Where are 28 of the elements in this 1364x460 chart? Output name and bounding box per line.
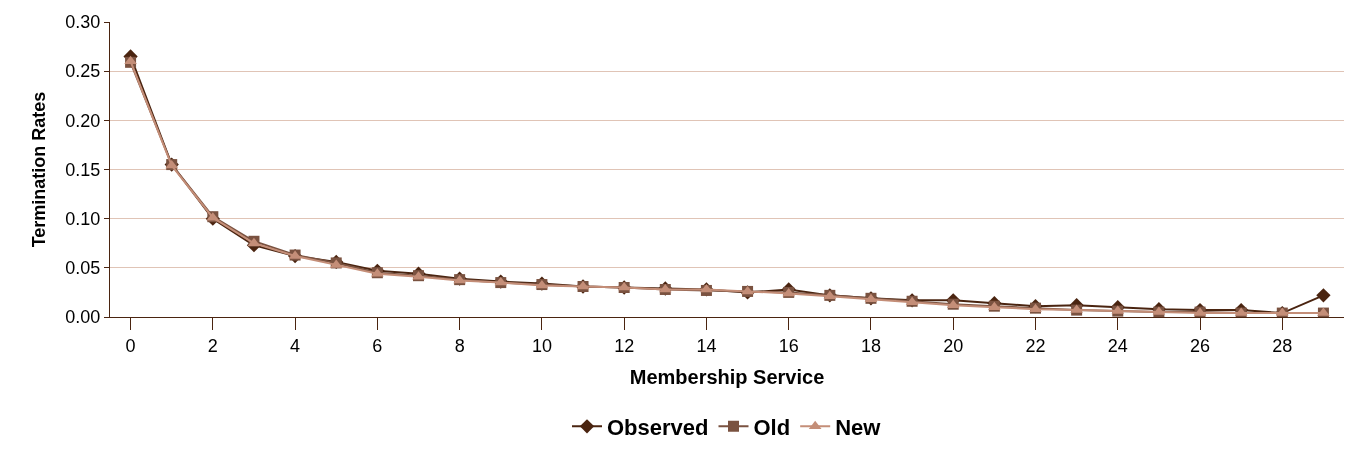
y-tick-label: 0.00 bbox=[65, 307, 101, 328]
y-tick-label: 0.20 bbox=[65, 110, 101, 131]
y-tick-label: 0.30 bbox=[65, 12, 101, 33]
point bbox=[1316, 288, 1331, 303]
x-tick-label: 10 bbox=[531, 335, 552, 356]
x-tick-label: 28 bbox=[1272, 335, 1293, 356]
legend-label: New bbox=[835, 414, 882, 440]
y-tick-label: 0.15 bbox=[65, 159, 101, 180]
x-tick-label: 22 bbox=[1025, 335, 1046, 356]
x-tick-label: 18 bbox=[860, 335, 881, 356]
x-tick-label: 26 bbox=[1190, 335, 1211, 356]
y-tick-label: 0.25 bbox=[65, 61, 101, 82]
y-axis-title: Termination Rates bbox=[28, 91, 49, 248]
x-tick-label: 6 bbox=[372, 335, 383, 356]
y-tick-label: 0.10 bbox=[65, 208, 101, 229]
x-tick-label: 0 bbox=[125, 335, 136, 356]
x-axis-title: Membership Service bbox=[629, 366, 825, 389]
x-tick-label: 8 bbox=[454, 335, 465, 356]
y-tick-label: 0.05 bbox=[65, 258, 101, 279]
x-tick-label: 14 bbox=[696, 335, 717, 356]
x-tick-label: 24 bbox=[1107, 335, 1128, 356]
legend-label: Old bbox=[753, 414, 791, 440]
x-tick-label: 20 bbox=[943, 335, 964, 356]
x-tick-label: 12 bbox=[614, 335, 635, 356]
x-tick-label: 4 bbox=[290, 335, 301, 356]
x-tick-label: 16 bbox=[778, 335, 799, 356]
legend-label: Observed bbox=[607, 414, 709, 440]
x-tick-label: 2 bbox=[207, 335, 218, 356]
